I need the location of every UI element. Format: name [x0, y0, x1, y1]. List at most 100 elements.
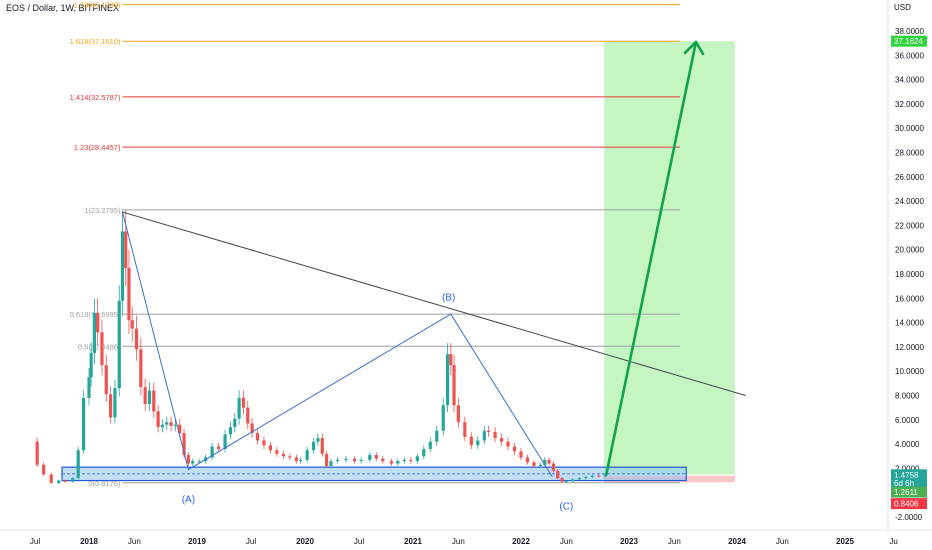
time-tick-label: Jul — [246, 537, 256, 546]
time-tick-label: Jul — [354, 537, 364, 546]
candle-body — [543, 459, 547, 465]
candle-body — [89, 352, 93, 378]
candle-body — [441, 405, 445, 431]
wave-label: (B) — [442, 293, 455, 304]
price-tick-label: 24.0000 — [895, 197, 924, 206]
candle-body — [130, 320, 134, 329]
price-badge-label: 37.1624 — [894, 37, 923, 46]
candle-body — [124, 231, 128, 268]
candle-body — [120, 231, 125, 301]
candle-body — [577, 478, 581, 480]
candle-body — [42, 464, 46, 475]
candle-body — [281, 453, 285, 457]
time-tick-label: 2018 — [80, 537, 98, 546]
price-badge — [891, 35, 927, 47]
candle-body — [288, 456, 292, 458]
price-tick-label: 30.0000 — [895, 124, 924, 133]
candle-body — [92, 312, 96, 353]
price-badge — [891, 498, 927, 510]
price-tick-label: 34.0000 — [895, 76, 924, 85]
candle-body — [584, 476, 588, 479]
target-zone — [604, 41, 735, 475]
time-tick-label: Jul — [30, 537, 40, 546]
candle-body — [396, 461, 400, 464]
candle-body — [237, 397, 241, 419]
candle-body — [525, 457, 530, 463]
candle-body — [223, 434, 227, 449]
candle-body — [147, 390, 152, 405]
candle-body — [139, 349, 143, 387]
time-tick-label: Jun — [776, 537, 789, 546]
candle-body — [320, 438, 324, 454]
candle-body — [268, 445, 273, 451]
price-tick-label: 8.0000 — [895, 392, 920, 401]
candle-body — [255, 433, 260, 441]
candle-body — [499, 438, 504, 442]
time-tick-label: Jun — [560, 537, 573, 546]
time-tick-label: 2022 — [512, 537, 530, 546]
price-tick-label: 2.0000 — [895, 464, 920, 473]
wave-label: (A) — [182, 494, 195, 505]
price-tick-label: 22.0000 — [895, 221, 924, 230]
price-tick-label: 28.0000 — [895, 149, 924, 158]
fib-level-label: 0(0.8176) — [88, 479, 121, 488]
candle-body — [571, 479, 575, 482]
elliott-wave-path — [122, 211, 553, 478]
price-tick-label: 6.0000 — [895, 416, 920, 425]
candle-body — [250, 423, 254, 434]
time-tick-label: Jun — [668, 537, 681, 546]
price-badge — [891, 469, 927, 481]
price-tick-label: 36.0000 — [895, 51, 924, 60]
candle-body — [449, 354, 453, 366]
candle-body — [312, 441, 316, 451]
candle-body — [415, 456, 419, 462]
candle-body — [299, 459, 303, 462]
candle-body — [389, 461, 393, 464]
price-tick-label: 26.0000 — [895, 173, 924, 182]
time-tick-label: 2020 — [296, 537, 314, 546]
candle-body — [325, 453, 329, 466]
candle-body — [359, 459, 363, 462]
candle-body — [186, 455, 190, 464]
candle-body — [197, 461, 201, 463]
fib-level-label: 1.23(28.4457) — [74, 143, 121, 152]
candle-body — [353, 458, 357, 462]
candle-body — [590, 475, 594, 477]
candle-body — [57, 480, 61, 483]
candle-body — [152, 390, 156, 412]
candle-body — [456, 405, 460, 423]
time-tick-label: Jun — [128, 537, 141, 546]
candle-body — [275, 450, 279, 454]
fib-level-label: 1(23.2795) — [84, 206, 121, 215]
candle-body — [246, 407, 250, 424]
time-tick-label: 2021 — [404, 537, 422, 546]
candle-body — [228, 427, 233, 435]
candle-body — [329, 461, 333, 466]
projection-arrow — [605, 40, 698, 476]
candle-body — [452, 365, 456, 406]
price-badge-label: 1.4758 — [894, 471, 919, 480]
candle-body — [445, 354, 450, 406]
time-tick-label: 2025 — [836, 537, 854, 546]
price-tick-label: 10.0000 — [895, 367, 924, 376]
currency-label: USD — [894, 3, 911, 12]
candle-body — [156, 411, 160, 428]
candle-body — [603, 474, 607, 477]
candle-body — [428, 441, 432, 449]
candle-body — [191, 461, 195, 464]
time-tick-label: Jun — [452, 537, 465, 546]
candle-body — [487, 430, 491, 432]
candle-body — [241, 397, 246, 408]
candle-body — [422, 448, 426, 457]
price-tick-label: 12.0000 — [895, 343, 924, 352]
price-tick-label: -2.0000 — [895, 513, 923, 522]
candle-body — [165, 422, 169, 425]
candle-body — [169, 422, 173, 426]
price-tick-label: 4.0000 — [895, 440, 920, 449]
price-tick-label: 14.0000 — [895, 319, 924, 328]
candle-body — [160, 424, 165, 428]
candle-body — [134, 328, 139, 350]
candle-body — [597, 475, 601, 477]
projection-arrow-head — [683, 40, 705, 56]
